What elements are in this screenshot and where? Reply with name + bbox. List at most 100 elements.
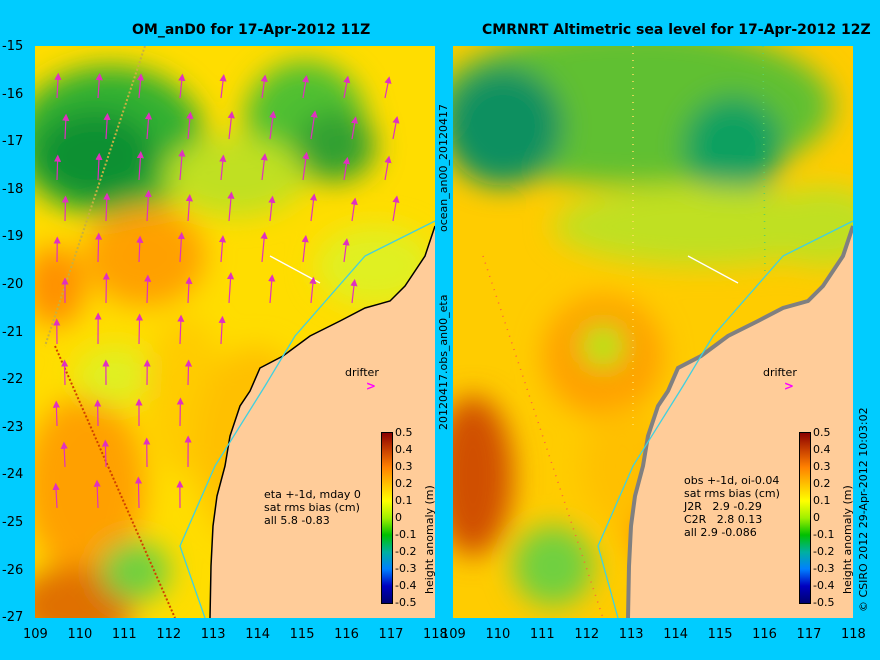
- lat-tick-label: -24: [2, 467, 24, 483]
- current-vector: [60, 441, 68, 468]
- current-vector: [184, 359, 193, 386]
- left-map-title: OM_anD0 for 17-Apr-2012 11Z: [132, 22, 371, 38]
- current-vector: [95, 72, 103, 99]
- left-colorbar-label: height anomaly (m): [423, 485, 435, 594]
- stats-line: sat rms bias (cm): [264, 501, 360, 514]
- current-vector: [185, 194, 193, 222]
- current-vector: [178, 73, 186, 99]
- colorbar-tick-label: 0.2: [395, 477, 413, 490]
- current-vector: [350, 197, 358, 222]
- current-vector: [227, 191, 235, 222]
- current-vector: [268, 274, 276, 304]
- right-map-field: [453, 46, 853, 618]
- current-vector: [310, 110, 318, 140]
- current-vector: [177, 314, 185, 345]
- lon-tick-label: 113: [200, 627, 226, 642]
- left-drifter-marker: drifter >: [345, 366, 379, 393]
- left-stats-note: eta +-1d, mday 0 sat rms bias (cm) all 5.8…: [264, 488, 361, 527]
- stats-line: C2R 2.8 0.13: [684, 513, 763, 526]
- current-vector: [144, 274, 152, 304]
- lon-tick-label: 110: [485, 627, 511, 642]
- drifter-arrow-icon: >: [763, 379, 794, 393]
- right-stats-note: obs +-1d, oi-0.04 sat rms bias (cm) J2R 2.…: [684, 474, 780, 539]
- current-vector: [260, 231, 268, 263]
- lon-tick-label: 111: [529, 627, 555, 642]
- lon-tick-label: 118: [841, 627, 866, 642]
- current-vector: [62, 113, 70, 140]
- lon-tick-label: 109: [23, 627, 48, 642]
- lat-tick-label: -23: [2, 419, 24, 435]
- current-vector: [227, 110, 235, 140]
- colorbar-tick-label: 0.3: [395, 460, 413, 473]
- current-vector: [302, 151, 310, 181]
- current-vector: [52, 482, 60, 509]
- lon-tick-label: 112: [156, 627, 182, 642]
- lon-tick-label: 112: [574, 627, 600, 642]
- stats-line: J2R 2.9 -0.29: [684, 500, 762, 513]
- colorbar-tick-label: 0.1: [813, 494, 831, 507]
- lat-tick-label: -16: [2, 86, 24, 102]
- current-vector: [178, 149, 186, 181]
- current-vector: [384, 76, 392, 99]
- current-vector: [95, 152, 103, 181]
- middle-bottom-label: 20120417.obs_an00_eta: [437, 294, 450, 430]
- current-vector: [260, 74, 268, 99]
- colorbar-tick-label: -0.3: [813, 562, 835, 575]
- lon-tick-label: 116: [334, 627, 359, 642]
- right-map-panel: 0.5 0.4 0.3 0.2 0.1 0 -0.1 -0.2 -0.3 -0.4 -0.5 hei…: [453, 46, 853, 618]
- current-vector: [226, 272, 235, 304]
- current-vector: [350, 278, 358, 304]
- lat-tick-label: -18: [2, 181, 24, 197]
- colorbar-tick-label: -0.1: [395, 528, 417, 541]
- middle-top-label: ocean_an00_20120417: [437, 104, 450, 232]
- colorbar-tick-label: 0: [395, 511, 402, 524]
- copyright-label: © CSIRO 2012 29-Apr-2012 10:03:02: [857, 407, 870, 612]
- lon-tick-label: 114: [663, 627, 689, 642]
- current-vector: [54, 72, 62, 99]
- lon-tick-label: 109: [441, 627, 466, 642]
- stats-line: eta +-1d, mday 0: [264, 488, 361, 501]
- lon-tick-label: 115: [707, 627, 733, 642]
- current-vector: [94, 232, 103, 263]
- lon-tick-label: 117: [378, 627, 404, 642]
- stats-line: sat rms bias (cm): [684, 487, 780, 500]
- lat-tick-label: -25: [2, 515, 24, 530]
- current-vector: [351, 116, 359, 140]
- lon-tick-label: 114: [245, 627, 271, 642]
- current-vector: [144, 112, 153, 140]
- colorbar-tick-label: 0.4: [813, 443, 831, 456]
- lon-tick-label: 115: [289, 627, 315, 642]
- lat-tick-label: -17: [2, 134, 24, 150]
- current-vector: [53, 154, 62, 181]
- lon-tick-label: 116: [752, 627, 777, 642]
- current-vector: [301, 234, 309, 263]
- current-vector: [101, 439, 110, 468]
- lat-tick-label: -27: [2, 610, 24, 626]
- lon-tick-label: 111: [111, 627, 137, 642]
- left-map-panel: 0.5 0.4 0.3 0.2 0.1 0 -0.1 -0.2 -0.3 -0.4 -0.5 hei…: [35, 46, 435, 618]
- current-vector: [219, 74, 227, 99]
- current-vector: [342, 238, 350, 263]
- lon-tick-label: 113: [618, 627, 644, 642]
- colorbar-tick-label: -0.4: [813, 579, 835, 592]
- right-colorbar-label: height anomaly (m): [841, 485, 853, 594]
- current-vector: [103, 192, 111, 222]
- right-map-title: CMRNRT Altimetric sea level for 17-Apr-2…: [482, 22, 871, 38]
- lat-tick-label: -21: [2, 324, 24, 340]
- current-vector: [186, 111, 194, 140]
- colorbar-tick-label: -0.5: [813, 596, 835, 609]
- lat-tick-label: -26: [2, 562, 24, 578]
- colorbar-tick-label: 0.4: [395, 443, 413, 456]
- stats-line: obs +-1d, oi-0.04: [684, 474, 780, 487]
- current-vector: [309, 193, 318, 222]
- lat-tick-label: -20: [2, 277, 24, 292]
- right-drifter-marker: drifter >: [763, 366, 797, 393]
- current-vector: [135, 313, 144, 345]
- current-vector: [392, 195, 400, 222]
- current-vector: [218, 315, 226, 345]
- colorbar-tick-label: -0.1: [813, 528, 835, 541]
- colorbar-tick-label: 0: [813, 511, 820, 524]
- current-vector: [392, 115, 400, 140]
- lon-tick-label: 117: [796, 627, 822, 642]
- stats-line: all 2.9 -0.086: [684, 526, 757, 539]
